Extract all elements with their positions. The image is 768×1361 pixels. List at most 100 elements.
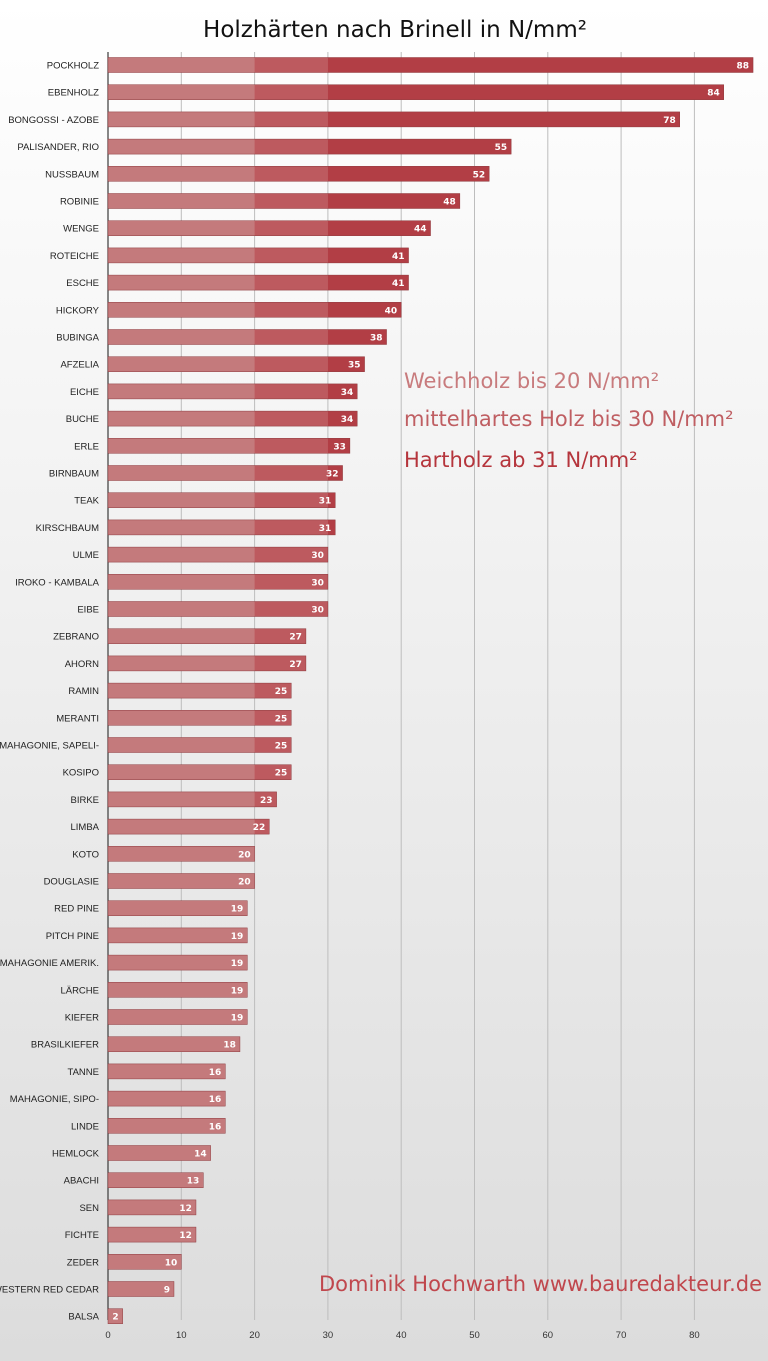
bar-segment-weich [108,819,270,835]
bar-value-label: 2 [112,1313,118,1323]
category-label: MERANTI [56,713,99,724]
bar-outline [107,247,409,264]
bar-segment-mittel [254,574,328,590]
category-label: HEMLOCK [52,1149,100,1160]
x-tick-label: 30 [323,1330,334,1341]
x-tick-label: 80 [689,1330,700,1341]
bar: 52 [107,166,490,182]
bar-segment-weich [108,1227,196,1243]
bar-outline [107,710,292,726]
bar-segment-weich [108,1009,248,1025]
category-label: BUBINGA [56,333,99,344]
bar: 19 [107,927,248,944]
bar-segment-hart [327,519,336,535]
category-label: KIEFER [65,1013,99,1024]
bar-segment-mittel [254,737,292,753]
category-label: KIRSCHBAUM [36,523,99,534]
bar-segment-mittel [254,465,328,481]
category-label: MAHAGONIE AMERIK. [0,958,99,969]
bar: 44 [107,220,431,236]
bar: 19 [107,900,248,916]
bar-outline [107,1308,123,1324]
category-label: AHORN [65,659,99,670]
bar-segment-hart [327,111,680,127]
bar-segment-mittel [254,57,328,73]
bar-outline [107,220,431,236]
x-tick-label: 60 [543,1330,554,1341]
bar-outline [107,274,409,291]
bar-outline [107,1036,241,1052]
bar-segment-hart [327,383,358,399]
bar-value-label: 31 [319,524,332,534]
bar-segment-weich [108,683,292,699]
x-tick-label: 20 [249,1330,260,1341]
bar-outline [107,1145,211,1161]
bar-outline [107,57,754,73]
bar-value-label: 23 [260,796,273,806]
annotation-hartholz: Hartholz ab 31 N/mm² [404,448,638,472]
bar-value-label: 32 [326,470,339,480]
bar-segment-weich [108,1199,196,1215]
bar-segment-mittel [254,329,328,345]
category-label: BIRNBAUM [49,469,99,480]
bar-segment-mittel [254,819,270,835]
bar: 35 [107,356,365,372]
category-label: EBENHOLZ [48,88,99,99]
bar-value-label: 12 [179,1204,192,1214]
bar-value-label: 16 [209,1095,222,1105]
bar-outline [107,193,461,209]
bar-outline [107,1281,175,1297]
bar-segment-weich [108,1118,226,1134]
bar-segment-hart [327,356,365,372]
category-label: RED PINE [54,904,99,915]
bar-value-label: 10 [165,1258,178,1268]
bar-outline [107,166,490,182]
category-label: LINDE [71,1121,99,1132]
bar-segment-mittel [254,275,328,291]
bar-segment-mittel [254,492,328,508]
bar: 30 [107,601,329,617]
bar: 25 [107,737,292,753]
bar-value-label: 22 [253,823,266,833]
bar-segment-weich [108,873,255,889]
bar: 25 [107,764,292,780]
bar: 30 [107,546,329,563]
category-label: DOUGLASIE [44,877,99,888]
category-label: BALSA [68,1312,99,1323]
category-label: TANNE [68,1067,100,1078]
bar-segment-mittel [254,628,306,644]
bar-outline [107,873,255,889]
bar-segment-hart [327,166,490,182]
bar-outline [107,601,329,617]
bar: 9 [107,1281,175,1297]
bar-segment-mittel [254,655,306,671]
bar: 27 [107,628,307,644]
bar-segment-mittel [254,302,328,318]
bar-value-label: 41 [392,252,405,262]
bar: 88 [107,57,754,73]
category-labels: POCKHOLZ EBENHOLZ BONGOSSI - AZOBE PALISAND… [0,61,100,1323]
bar: 13 [107,1172,204,1188]
bar: 16 [107,1063,226,1080]
bar-value-label: 18 [223,1041,236,1051]
bar-value-label: 19 [231,905,244,915]
bar-outline [107,1090,226,1107]
category-label: FICHTE [65,1230,99,1241]
category-label: POCKHOLZ [47,61,99,72]
x-tick-label: 50 [469,1330,480,1341]
bar-segment-weich [108,846,255,862]
category-label: ABACHI [64,1176,99,1187]
bar-segment-mittel [254,220,328,236]
bar-segment-hart [327,275,409,291]
category-label: LIMBA [70,822,99,833]
annotation-weichholz: Weichholz bis 20 N/mm² [404,369,659,393]
bar-segment-mittel [254,383,328,399]
bar-value-label: 34 [341,388,354,398]
bar-segment-weich [108,900,248,916]
bar-segment-hart [327,492,336,508]
bar-outline [107,1226,197,1243]
bar-value-label: 88 [737,62,750,72]
bar: 34 [107,410,358,427]
bar-value-label: 30 [311,551,324,561]
bar-segment-weich [108,1308,123,1324]
